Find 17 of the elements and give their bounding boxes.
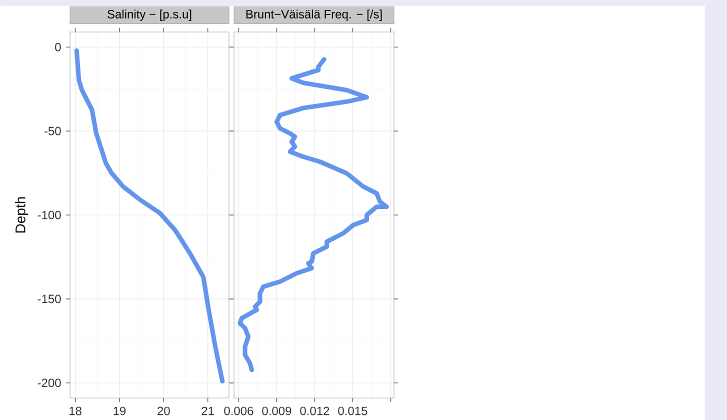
y-tick-label: -200 [38, 378, 61, 388]
x-tick-label: 19 [114, 406, 126, 416]
y-tick-label: 0 [55, 42, 61, 52]
x-tick-label: 21 [202, 406, 214, 416]
y-axis-title: Depth [15, 197, 28, 233]
line-series [74, 48, 225, 384]
y-tick-label: -150 [38, 294, 61, 304]
x-tick-label: 0.009 [262, 406, 292, 416]
chart-title: Brunt−Väisälä Freq. − [/s] [246, 10, 382, 21]
y-tick-label: -50 [44, 126, 61, 136]
chart-title: Salinity − [p.s.u] [108, 10, 192, 21]
x-tick-label: 20 [158, 406, 170, 416]
x-tick-label: 0.006 [224, 406, 254, 416]
x-tick-label: 18 [70, 406, 82, 416]
y-tick-label: -100 [38, 210, 61, 220]
x-tick-label: 0.015 [338, 406, 368, 416]
x-tick-label: 0.012 [300, 406, 330, 416]
